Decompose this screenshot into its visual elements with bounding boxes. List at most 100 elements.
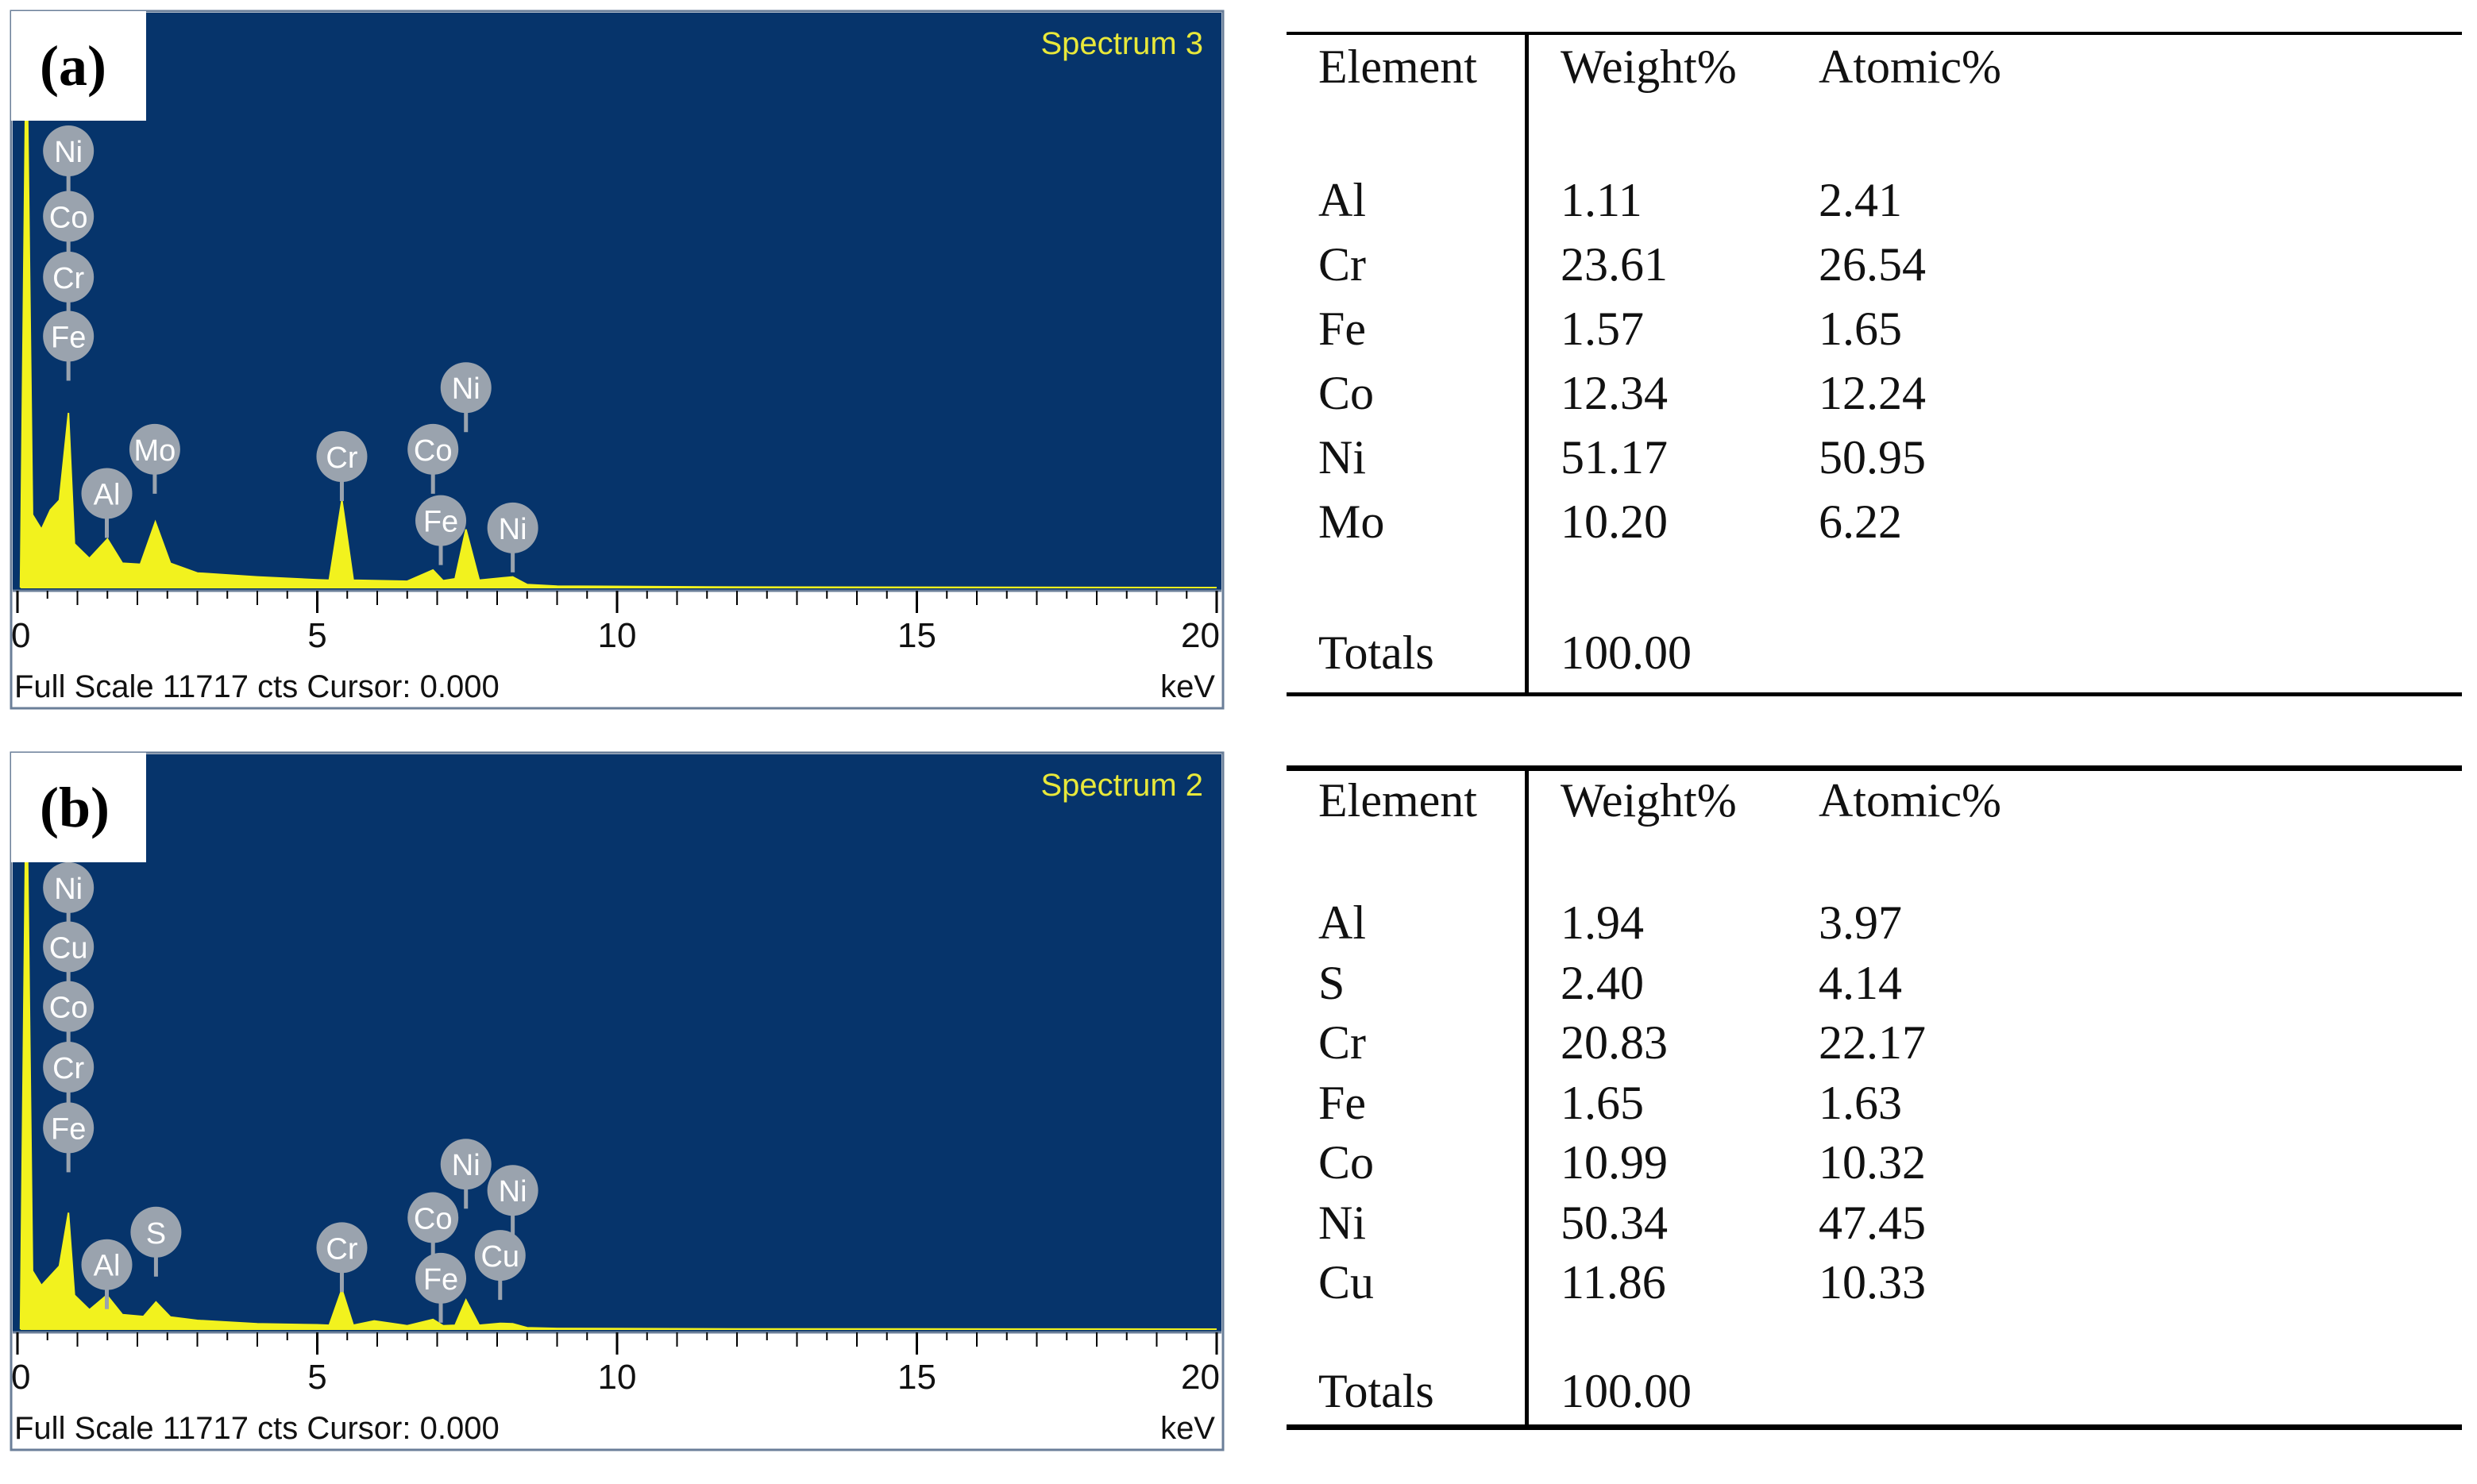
svg-text:Al: Al xyxy=(94,1250,121,1283)
svg-text:Cu: Cu xyxy=(49,931,88,965)
svg-text:Cr: Cr xyxy=(52,1052,84,1085)
svg-text:Co: Co xyxy=(414,434,453,468)
table-cell-atomic: 50.95 xyxy=(1819,431,1926,484)
table-bottom-rule xyxy=(1287,1424,2462,1430)
composition-table-a: Element Weight% Atomic% Al 1.11 2.41 Cr 23.61 26… xyxy=(1271,0,2477,742)
table-cell-weight: 10.20 xyxy=(1561,495,1668,548)
table-header-atomic-pct: Atomic% xyxy=(1819,774,2001,827)
table-totals-value: 100.00 xyxy=(1561,1365,1692,1417)
table-cell-element: Mo xyxy=(1318,495,1385,548)
x-axis-unit: keV xyxy=(1160,669,1215,704)
peak-label: Ni xyxy=(487,1165,538,1235)
peak-label: Fe xyxy=(43,310,95,381)
svg-text:Cr: Cr xyxy=(326,1232,357,1266)
peak-label: Cr xyxy=(316,431,368,502)
spectrum-title: Spectrum 2 xyxy=(1040,768,1203,803)
table-cell-weight: 10.99 xyxy=(1561,1136,1668,1189)
peak-label: Ni xyxy=(487,502,538,572)
peak-label: S xyxy=(130,1206,182,1277)
x-tick-label: 20 xyxy=(1181,616,1220,655)
peak-label: Co xyxy=(43,191,95,261)
table-cell-atomic: 10.32 xyxy=(1819,1136,1926,1189)
table-cell-atomic: 26.54 xyxy=(1819,238,1926,291)
peak-label: Cu xyxy=(474,1230,526,1301)
table-cell-element: Cu xyxy=(1318,1256,1375,1309)
table-cell-weight: 20.83 xyxy=(1561,1016,1668,1069)
svg-text:Co: Co xyxy=(49,992,88,1025)
x-tick-label: 15 xyxy=(897,616,936,655)
peak-label: Fe xyxy=(43,1102,95,1173)
table-cell-atomic: 6.22 xyxy=(1819,495,1902,548)
table-totals-label: Totals xyxy=(1318,1365,1434,1417)
table-cell-weight: 1.11 xyxy=(1561,174,1642,226)
table-cell-weight: 50.34 xyxy=(1561,1196,1668,1249)
table-cell-weight: 2.40 xyxy=(1561,956,1644,1009)
panel-label-a: (a) xyxy=(11,11,146,121)
x-tick-label: 5 xyxy=(307,616,326,655)
table-cell-weight: 12.34 xyxy=(1561,367,1668,419)
plot-area xyxy=(13,13,1221,591)
svg-text:Mo: Mo xyxy=(133,434,176,468)
table-top-rule xyxy=(1287,765,2462,771)
table-cell-element: Co xyxy=(1318,1136,1375,1189)
x-tick-label: 10 xyxy=(598,616,637,655)
table-cell-atomic: 1.63 xyxy=(1819,1076,1902,1129)
svg-text:Cr: Cr xyxy=(52,262,84,295)
svg-text:Cr: Cr xyxy=(326,441,357,475)
peak-label: Co xyxy=(407,1192,459,1262)
table-cell-weight: 51.17 xyxy=(1561,431,1668,484)
svg-text:Fe: Fe xyxy=(51,321,86,354)
table-cell-element: Cr xyxy=(1318,1016,1366,1069)
table-cell-element: Fe xyxy=(1318,303,1366,355)
svg-text:Ni: Ni xyxy=(452,372,480,406)
peak-label: Fe xyxy=(415,1252,467,1323)
spectrum-series xyxy=(19,18,1217,588)
svg-text:Ni: Ni xyxy=(499,513,527,546)
table-cell-atomic: 3.97 xyxy=(1819,896,1902,949)
spectrum-title: Spectrum 3 xyxy=(1040,26,1203,61)
table-cell-atomic: 12.24 xyxy=(1819,367,1926,419)
table-totals-value: 100.00 xyxy=(1561,626,1692,679)
spectrum-chart-b: Ni Cu Co Cr Fe Al S Cr Co Ni Fe Ni Cu Spectrum 2 0 5 10 1… xyxy=(0,742,1239,1483)
table-cell-weight: 23.61 xyxy=(1561,238,1668,291)
svg-text:Cu: Cu xyxy=(480,1240,519,1274)
svg-text:Ni: Ni xyxy=(54,873,83,906)
composition-table-b: Element Weight% Atomic% Al 1.94 3.97 S 2.40 4.14… xyxy=(1271,742,2477,1483)
table-cell-atomic: 22.17 xyxy=(1819,1016,1926,1069)
table-cell-atomic: 2.41 xyxy=(1819,174,1902,226)
x-tick-label: 0 xyxy=(11,616,30,655)
x-tick-label: 10 xyxy=(598,1358,637,1397)
table-header-atomic-pct: Atomic% xyxy=(1819,40,2001,93)
svg-text:Co: Co xyxy=(49,202,88,235)
panel-b: Ni Cu Co Cr Fe Al S Cr Co Ni Fe Ni Cu Spectrum 2 0 5 10 1… xyxy=(0,742,2477,1483)
table-header-element: Element xyxy=(1318,40,1477,93)
peak-label: Mo xyxy=(129,423,180,494)
peak-label: Al xyxy=(81,1239,133,1309)
panel-a: Ni Co Cr Fe Al Mo Cr Co Ni Fe Ni Spectrum 3 0 5 10 15 20… xyxy=(10,0,2477,742)
svg-text:Fe: Fe xyxy=(423,506,458,539)
table-bottom-rule xyxy=(1287,692,2462,696)
table-totals-label: Totals xyxy=(1318,626,1434,679)
table-cell-element: Ni xyxy=(1318,1196,1366,1249)
spectrum-footer-scale: Full Scale 11717 cts Cursor: 0.000 xyxy=(14,1411,500,1446)
table-cell-element: Cr xyxy=(1318,238,1366,291)
x-tick-label: 0 xyxy=(11,1358,30,1397)
spectrum-svg-b: Ni Cu Co Cr Fe Al S Cr Co Ni Fe Ni Cu Spectrum 2 0 5 10 1… xyxy=(10,751,1225,1451)
table-column-divider xyxy=(1525,765,1529,1424)
table-cell-weight: 1.65 xyxy=(1561,1076,1644,1129)
table-cell-atomic: 4.14 xyxy=(1819,956,1902,1009)
table-cell-atomic: 47.45 xyxy=(1819,1196,1926,1249)
table-header-weight-pct: Weight% xyxy=(1561,40,1737,93)
table-cell-weight: 1.94 xyxy=(1561,896,1644,949)
x-axis-unit: keV xyxy=(1160,1411,1215,1446)
x-tick-label: 20 xyxy=(1181,1358,1220,1397)
peak-label: Ni xyxy=(43,125,95,196)
x-tick-label: 15 xyxy=(897,1358,936,1397)
spectrum-series xyxy=(19,760,1217,1330)
peak-label: Cu xyxy=(43,921,95,992)
spectrum-footer-scale: Full Scale 11717 cts Cursor: 0.000 xyxy=(14,669,500,704)
table-cell-weight: 11.86 xyxy=(1561,1256,1666,1309)
panel-label-b: (b) xyxy=(11,753,146,862)
svg-text:Ni: Ni xyxy=(54,136,83,169)
peak-label: Co xyxy=(407,423,459,494)
